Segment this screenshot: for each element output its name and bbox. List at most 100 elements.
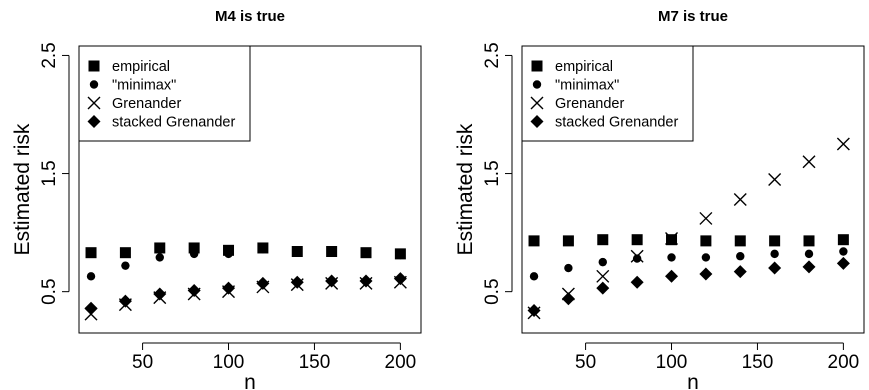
legend-label: stacked Grenander	[112, 115, 235, 131]
x-tick-label: 150	[299, 352, 331, 373]
panel-m4: M4 is true 50 100 150 200 n 0.5 1.5 2.5 Estimated…	[11, 8, 422, 390]
data-point-minimax	[396, 250, 405, 260]
y-tick-label: 2.5	[482, 42, 503, 68]
panel-m7: M7 is true 50 100 150 200 n 0.5 1.5 2.5 Estimated…	[454, 8, 865, 390]
data-point-stacked-grenander	[222, 281, 236, 295]
data-point-grenander	[665, 232, 679, 246]
data-point-minimax	[701, 253, 711, 262]
data-point-minimax	[155, 253, 164, 262]
x-axis-label: n	[244, 371, 256, 390]
y-tick-label: 1.5	[39, 160, 60, 186]
legend-marker-empirical	[88, 60, 100, 72]
legend-label: Grenander	[555, 96, 624, 112]
data-point-stacked-grenander	[290, 275, 304, 289]
data-point-minimax	[564, 263, 573, 273]
data-point-empirical	[562, 235, 574, 247]
legend-marker-empirical	[531, 60, 543, 72]
data-point-stacked-grenander	[393, 272, 407, 286]
data-point-minimax	[258, 244, 268, 254]
data-point-minimax	[667, 253, 676, 262]
data-point-empirical	[666, 234, 678, 246]
legend-marker-minimax	[89, 80, 99, 89]
data-point-minimax	[224, 249, 233, 259]
legend-label: empirical	[112, 59, 170, 75]
legend-label: empirical	[555, 59, 613, 75]
x-tick-label: 100	[213, 352, 245, 373]
data-point-grenander	[596, 269, 610, 283]
data-point-minimax	[598, 257, 607, 267]
y-tick-label: 1.5	[482, 160, 503, 186]
data-point-stacked-grenander	[118, 294, 132, 308]
y-axis-label: Estimated risk	[454, 123, 477, 255]
data-point-empirical	[597, 234, 609, 246]
legend-marker-minimax	[532, 80, 542, 89]
data-point-minimax	[189, 249, 199, 259]
data-point-empirical	[837, 234, 849, 246]
data-point-stacked-grenander	[359, 274, 373, 288]
legend-box	[521, 45, 694, 142]
data-point-stacked-grenander	[256, 276, 270, 290]
legend-marker-grenander	[530, 96, 544, 110]
data-point-empirical	[700, 235, 712, 247]
data-point-grenander	[630, 249, 644, 263]
data-point-stacked-grenander	[836, 256, 850, 270]
data-point-empirical	[631, 234, 643, 246]
data-point-minimax	[804, 249, 814, 259]
data-point-empirical	[769, 235, 781, 247]
legend-label: stacked Grenander	[555, 115, 678, 131]
x-tick-label: 200	[385, 352, 417, 373]
data-point-stacked-grenander	[596, 281, 610, 295]
legend-label: "minimax"	[555, 78, 619, 94]
data-point-minimax	[736, 252, 745, 261]
data-point-minimax	[327, 248, 336, 257]
data-point-stacked-grenander	[561, 292, 575, 306]
legend-marker-stacked-grenander	[530, 115, 544, 128]
data-point-minimax	[839, 247, 848, 256]
data-point-stacked-grenander	[187, 283, 201, 297]
y-tick-label: 0.5	[39, 278, 60, 304]
data-point-grenander	[836, 137, 850, 151]
data-point-stacked-grenander	[665, 269, 679, 283]
x-tick-label: 50	[575, 352, 596, 373]
y-tick-label: 2.5	[39, 42, 60, 68]
chart-title: M7 is true	[658, 8, 728, 25]
data-point-minimax	[770, 249, 779, 259]
data-point-grenander	[733, 193, 747, 207]
data-point-stacked-grenander	[325, 274, 339, 288]
data-point-stacked-grenander	[630, 275, 644, 289]
data-point-grenander	[802, 155, 816, 169]
x-tick-label: 50	[132, 352, 153, 373]
data-point-empirical	[528, 235, 540, 247]
data-point-minimax	[361, 248, 371, 257]
x-tick-label: 200	[828, 352, 860, 373]
data-point-empirical	[188, 242, 200, 254]
data-point-stacked-grenander	[768, 261, 782, 275]
legend-box	[78, 45, 251, 142]
data-point-minimax	[121, 261, 130, 270]
data-point-minimax	[293, 247, 302, 256]
legend-marker-stacked-grenander	[87, 115, 101, 128]
legend-label: Grenander	[112, 96, 181, 112]
data-point-stacked-grenander	[153, 287, 167, 301]
data-point-minimax	[632, 254, 642, 263]
x-tick-label: 100	[656, 352, 688, 373]
data-point-empirical	[734, 235, 746, 247]
y-tick-label: 0.5	[482, 278, 503, 304]
data-point-stacked-grenander	[733, 265, 747, 279]
data-point-minimax	[529, 272, 539, 281]
data-point-stacked-grenander	[84, 301, 98, 315]
data-point-grenander	[768, 172, 782, 186]
data-point-grenander	[699, 211, 713, 225]
data-point-minimax	[86, 272, 96, 281]
legend-marker-grenander	[87, 96, 101, 110]
x-tick-label: 150	[742, 352, 774, 373]
data-point-empirical	[154, 242, 166, 254]
y-axis-label: Estimated risk	[11, 123, 34, 255]
x-axis-label: n	[687, 371, 699, 390]
data-point-empirical	[119, 247, 131, 259]
data-point-empirical	[85, 247, 97, 259]
data-point-stacked-grenander	[802, 260, 816, 274]
data-point-stacked-grenander	[699, 267, 713, 281]
data-point-stacked-grenander	[527, 304, 541, 318]
